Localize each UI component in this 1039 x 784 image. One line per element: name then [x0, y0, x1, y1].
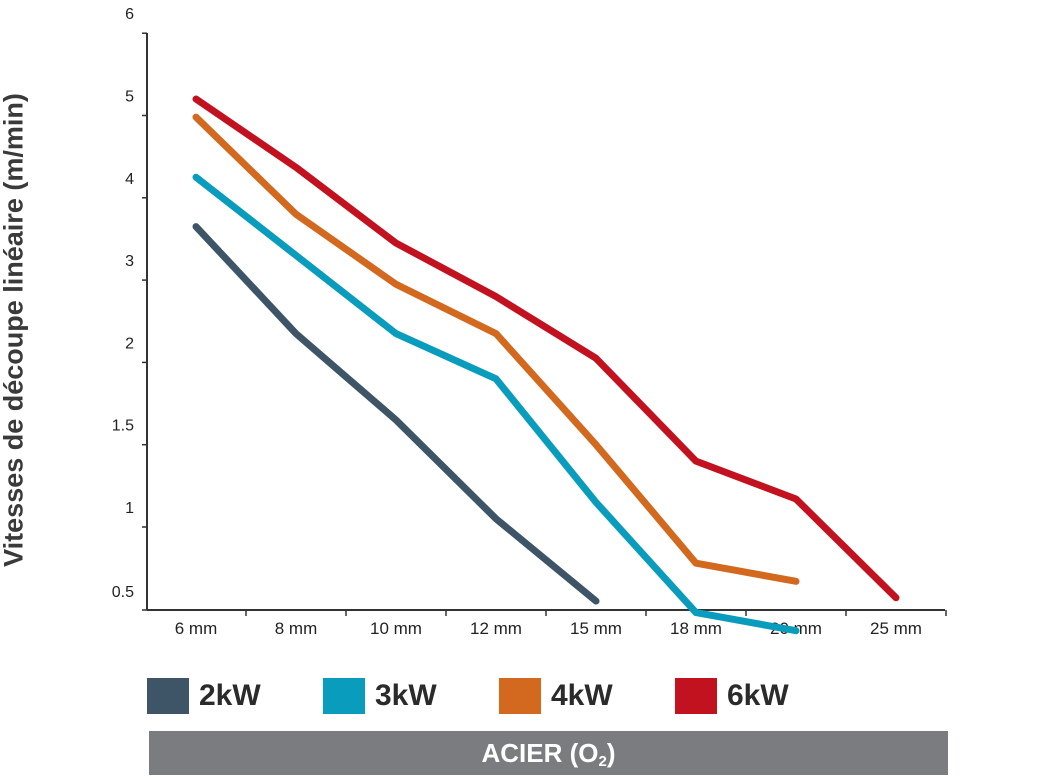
legend-label: 6kW — [727, 679, 789, 712]
y-tick-label: 4 — [125, 171, 134, 188]
x-tick-label: 18 mm — [670, 619, 722, 638]
x-axis-title-prefix: ACIER (O — [481, 738, 599, 768]
legend-swatch — [147, 678, 189, 714]
y-axis-title: Vitesses de découpe linéaire (m/min) — [0, 93, 29, 567]
legend-item: 6kW — [675, 678, 851, 714]
legend-label: 2kW — [199, 679, 261, 712]
y-tick-label: 3 — [125, 253, 134, 270]
x-tick-label: 10 mm — [370, 619, 422, 638]
x-axis-title: ACIER (O2) — [149, 731, 948, 775]
series-line-3kW — [192, 173, 800, 635]
legend-item: 4kW — [499, 678, 675, 714]
legend-swatch — [323, 678, 365, 714]
x-tick-label: 25 mm — [870, 619, 922, 638]
x-axis-title-subscript: 2 — [598, 753, 607, 770]
legend-label: 3kW — [375, 679, 437, 712]
x-tick-label: 12 mm — [470, 619, 522, 638]
x-tick-label: 15 mm — [570, 619, 622, 638]
y-tick-label: 1 — [125, 500, 134, 517]
series-line-4kW — [192, 113, 800, 585]
y-tick-label: 1.5 — [112, 418, 134, 435]
legend-swatch — [675, 678, 717, 714]
y-tick-label: 2 — [125, 335, 134, 352]
x-tick-label: 6 mm — [175, 619, 218, 638]
series-line-6kW — [192, 95, 900, 602]
series-line-2kW — [192, 223, 600, 605]
x-axis-title-suffix: ) — [606, 738, 616, 768]
x-tick-label: 8 mm — [275, 619, 318, 638]
legend-swatch — [499, 678, 541, 714]
legend-label: 4kW — [551, 679, 613, 712]
y-tick-label: 5 — [125, 89, 134, 106]
legend-item: 2kW — [147, 678, 323, 714]
y-tick-label: 0.5 — [112, 584, 134, 601]
y-tick-label: 6 — [125, 6, 134, 23]
legend: 2kW 3kW 4kW 6kW — [147, 678, 851, 714]
legend-item: 3kW — [323, 678, 499, 714]
